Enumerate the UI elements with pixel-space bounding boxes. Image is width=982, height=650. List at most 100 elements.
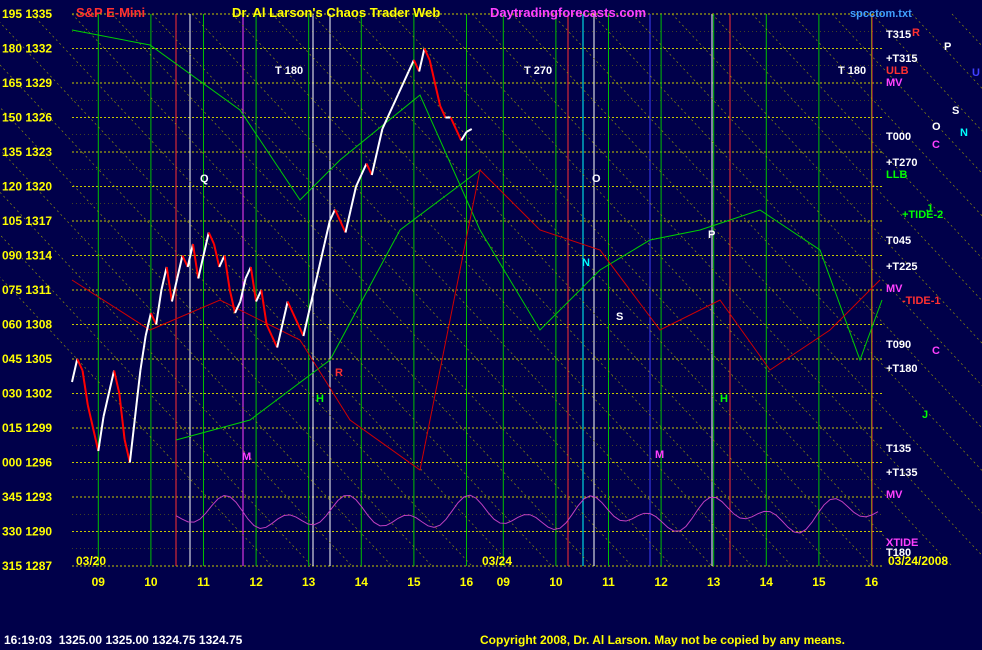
right-label: +TIDE-2 — [902, 209, 943, 221]
planet-marker: S — [952, 105, 959, 117]
price-segment — [423, 48, 431, 61]
diagonal-line — [151, 13, 673, 567]
right-label: MV — [886, 77, 903, 89]
price-segment — [412, 59, 421, 72]
diagonal-line — [0, 106, 433, 567]
price-segment — [407, 59, 415, 72]
day-label: 03/20 — [76, 554, 106, 568]
x-tick-label: 09 — [92, 575, 106, 589]
oscillator-line — [175, 494, 879, 534]
price-segment — [86, 404, 95, 429]
price-segment — [213, 243, 221, 268]
day-label: 03/24 — [482, 554, 512, 568]
diagonal-line — [0, 22, 513, 567]
y-tick-label: 015 1299 — [2, 421, 52, 435]
diagonal-line — [71, 13, 593, 567]
price-segment — [134, 370, 142, 417]
price-segment — [281, 301, 289, 325]
planet-marker: U — [972, 67, 980, 79]
price-segment — [439, 105, 447, 118]
status-bar: 16:19:03 1325.00 1325.00 1324.75 1324.75 — [4, 633, 242, 647]
right-label: T045 — [886, 235, 911, 247]
price-segment — [428, 59, 436, 84]
chart-grid — [0, 13, 982, 567]
planet-marker: M — [242, 451, 251, 463]
y-tick-label: 315 1287 — [2, 559, 52, 573]
price-segment — [228, 289, 237, 314]
price-segment — [149, 312, 158, 325]
x-tick-label: 16 — [460, 575, 474, 589]
y-tick-label: 165 1329 — [2, 76, 52, 90]
price-segment — [365, 163, 373, 176]
price-segment — [123, 439, 131, 463]
diagonal-line — [831, 13, 982, 174]
price-segment — [391, 94, 400, 107]
x-tick-label: 12 — [249, 575, 263, 589]
diagonal-line — [271, 13, 793, 567]
price-segment — [349, 186, 358, 210]
right-label: +T135 — [886, 467, 918, 479]
right-label: T000 — [886, 131, 911, 143]
x-tick-label: 14 — [760, 575, 774, 589]
diagonal-line — [0, 64, 473, 567]
planet-marker: R — [335, 367, 343, 379]
diagonal-line — [391, 13, 913, 567]
data-file-name: spcctom.txt — [850, 8, 912, 20]
price-segment — [107, 370, 116, 394]
planet-marker: C — [932, 139, 940, 151]
y-tick-label: 105 1317 — [2, 214, 52, 228]
price-segment — [186, 243, 194, 268]
y-tick-label: 330 1290 — [2, 525, 52, 539]
price-segment — [376, 128, 384, 153]
right-label: +T180 — [886, 363, 918, 375]
price-segment — [218, 255, 226, 268]
flux-curve-green — [71, 29, 883, 362]
price-segment — [286, 301, 294, 314]
diagonal-line — [431, 13, 953, 567]
y-tick-label: 030 1302 — [2, 387, 52, 401]
diagonal-line — [311, 13, 833, 567]
diagonal-line — [711, 13, 982, 302]
diagonal-line — [231, 13, 753, 567]
day-label: 03/24/2008 — [888, 554, 948, 568]
flux-lines — [71, 29, 883, 534]
x-axis-labels: 09 10 11 12 13 14 15 16 09 10 11 12 13 14 15 16 03/20 03/… — [76, 554, 948, 589]
price-segment — [265, 324, 273, 337]
site-link[interactable]: Daytradingforecasts.com — [490, 5, 646, 20]
diagonal-line — [871, 13, 982, 132]
price-segment — [339, 220, 347, 233]
price-segment — [155, 289, 163, 325]
planet-marker: Q — [200, 173, 209, 185]
x-tick-label: 13 — [302, 575, 316, 589]
planet-marker: S — [616, 311, 623, 323]
planet-marker: R — [912, 27, 920, 39]
diagonal-line — [0, 234, 313, 567]
price-segment — [139, 335, 147, 371]
diagonal-line — [751, 13, 982, 259]
right-label: MV — [886, 489, 903, 501]
price-segment — [97, 416, 105, 452]
price-segment — [260, 289, 268, 325]
planet-marker: O — [932, 121, 941, 133]
y-axis-labels: 195 1335 180 1332 165 1329 150 1326 135 1323… — [2, 7, 52, 573]
price-segment — [249, 266, 258, 302]
x-tick-label: 16 — [865, 575, 879, 589]
y-tick-label: 090 1314 — [2, 249, 52, 263]
planet-marker: H — [316, 393, 324, 405]
diagonal-line — [511, 13, 982, 514]
price-segment — [176, 255, 184, 279]
t-label: T 270 — [524, 65, 552, 77]
y-tick-label: 120 1320 — [2, 180, 52, 194]
price-segment — [113, 370, 121, 394]
planet-marker: J — [922, 409, 928, 421]
price-segment — [165, 266, 173, 302]
status-open: 1325.00 — [58, 633, 103, 647]
diagonal-line — [0, 276, 273, 567]
x-tick-label: 15 — [812, 575, 826, 589]
status-time: 16:19:03 — [4, 633, 53, 647]
x-tick-label: 12 — [654, 575, 668, 589]
price-segment — [81, 370, 89, 406]
price-segment — [381, 117, 389, 130]
diagonal-line — [671, 13, 982, 344]
